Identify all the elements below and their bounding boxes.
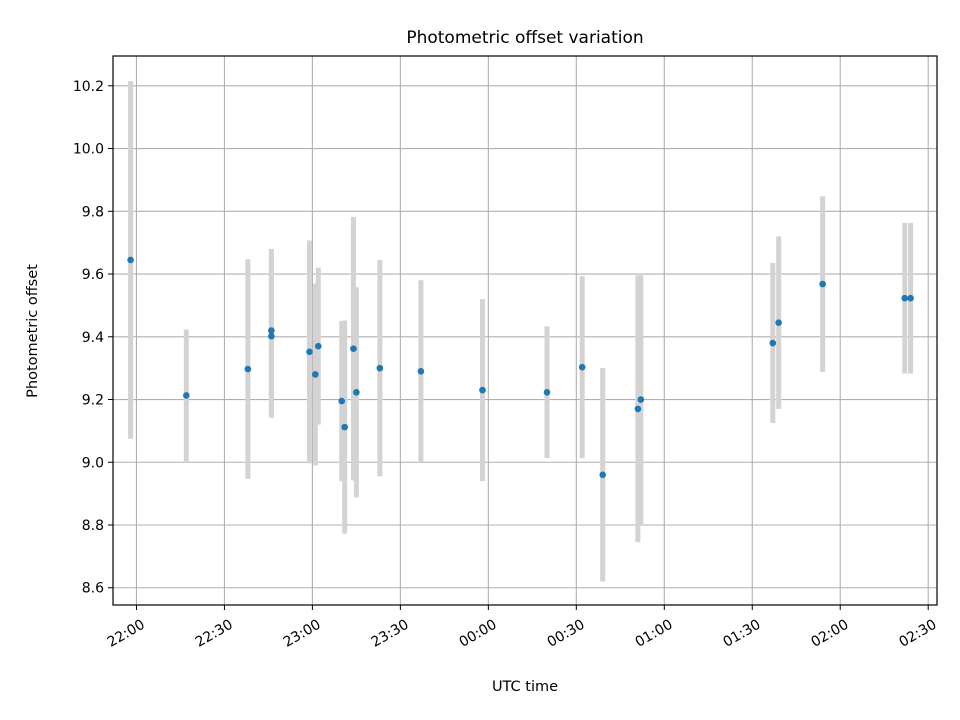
data-point [599, 471, 607, 479]
y-axis-title: Photometric offset [25, 264, 41, 398]
data-point [183, 392, 190, 399]
data-point [417, 367, 425, 375]
grid [113, 56, 937, 605]
x-tick-label: 02:30 [897, 617, 940, 651]
y-tick-label: 8.8 [82, 518, 104, 534]
data-point [268, 327, 275, 334]
data-point [769, 339, 777, 347]
y-tick-label: 9.2 [82, 393, 104, 409]
data-point [578, 363, 586, 371]
data-point [350, 345, 357, 352]
error-bars [128, 81, 914, 582]
data-point [819, 280, 826, 288]
data-point [314, 342, 322, 350]
data-point [907, 294, 914, 302]
data-point [244, 365, 252, 373]
data-point [901, 294, 909, 302]
x-tick-label: 01:30 [721, 617, 764, 651]
data-point [543, 389, 551, 396]
x-tick-label: 00:30 [545, 617, 588, 651]
data-point [312, 371, 319, 378]
y-tick-label: 10.0 [73, 142, 104, 158]
x-tick-label: 23:30 [369, 617, 412, 651]
y-axis: 8.6 8.8 9.0 9.2 9.4 9.6 9.8 10.0 10.2 [73, 79, 113, 597]
data-point [127, 256, 134, 264]
x-tick-label: 01:00 [633, 617, 676, 651]
y-tick-label: 9.0 [82, 455, 104, 471]
data-point [775, 319, 782, 326]
y-tick-label: 10.2 [73, 79, 104, 95]
x-tick-label: 00:00 [457, 617, 500, 651]
y-tick-label: 8.6 [82, 581, 104, 597]
y-tick-label: 9.6 [82, 267, 104, 283]
data-point [376, 364, 384, 372]
x-tick-label: 23:00 [281, 617, 324, 651]
y-tick-label: 9.8 [82, 204, 104, 220]
data-point [479, 386, 486, 394]
data-point [306, 348, 313, 356]
x-axis: 22:00 22:30 23:00 23:30 00:00 00:30 01:00 01:30… [105, 605, 940, 651]
data-points [127, 256, 914, 479]
x-tick-label: 22:30 [193, 617, 236, 651]
x-tick-label: 02:00 [809, 617, 852, 651]
data-point [353, 389, 360, 396]
data-point [634, 405, 642, 413]
x-tick-label: 22:00 [105, 617, 148, 651]
y-tick-label: 9.4 [82, 330, 104, 346]
data-point [338, 397, 346, 405]
x-axis-title: UTC time [492, 679, 558, 695]
plot-frame [112, 55, 938, 606]
data-point [341, 423, 348, 431]
data-point [268, 332, 275, 340]
data-point [637, 396, 645, 403]
chart-title: Photometric offset variation [406, 28, 643, 48]
